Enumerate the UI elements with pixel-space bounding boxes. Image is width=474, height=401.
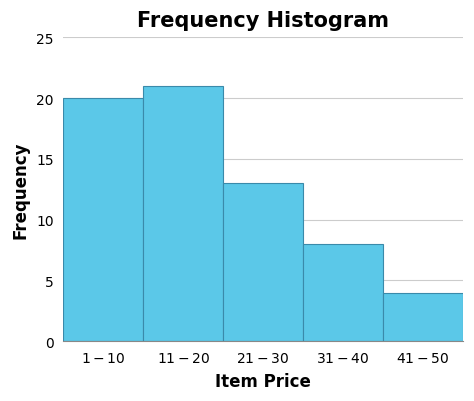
Y-axis label: Frequency: Frequency	[11, 141, 29, 238]
Bar	[383, 293, 463, 341]
Bar	[303, 244, 383, 341]
X-axis label: Item Price: Item Price	[215, 372, 311, 390]
Bar	[143, 87, 223, 341]
Title: Frequency Histogram: Frequency Histogram	[137, 11, 389, 31]
Bar	[223, 184, 303, 341]
Bar	[64, 99, 143, 341]
